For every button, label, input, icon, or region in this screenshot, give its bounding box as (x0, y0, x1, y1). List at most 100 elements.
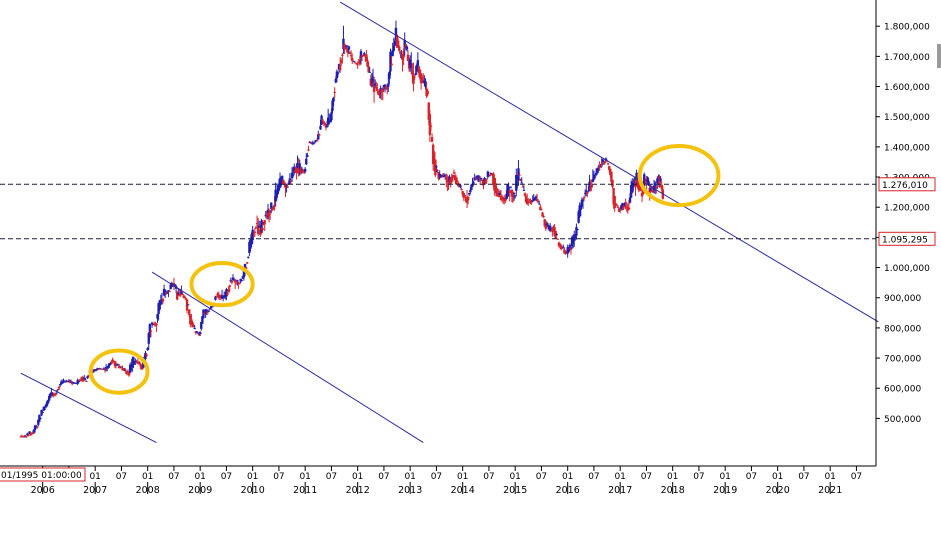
candle (405, 45, 409, 52)
candle-body (530, 201, 533, 203)
candle (474, 176, 477, 181)
candle-body (46, 400, 50, 404)
candle (488, 172, 492, 177)
candle-body (533, 199, 537, 201)
candle (146, 346, 149, 351)
candle (365, 50, 368, 61)
candle (336, 71, 340, 77)
candle-body (281, 175, 284, 183)
candle-body (244, 267, 248, 269)
candle-body (450, 177, 453, 182)
candle-body (399, 52, 402, 54)
candle-body (608, 166, 611, 170)
candle-body (515, 174, 518, 191)
candle-body (505, 194, 508, 199)
candle-body (190, 319, 193, 325)
candle-body (586, 191, 589, 194)
candle-body (651, 190, 655, 193)
candle-body (251, 229, 254, 241)
candle (148, 323, 152, 338)
candle-body (55, 390, 59, 392)
candle-body (209, 306, 213, 309)
candle-body (228, 285, 231, 287)
candle-body (496, 192, 499, 195)
candle (338, 56, 342, 73)
x-month-label: 01 (194, 472, 205, 482)
candle-body (236, 280, 239, 282)
x-month-label: 07 (221, 472, 232, 482)
x-year-label: 2015 (503, 485, 527, 496)
candle-body (639, 189, 643, 191)
candle (542, 215, 545, 219)
candle-body (388, 71, 391, 80)
candle (251, 226, 254, 244)
candle-body (449, 179, 452, 184)
candle-body (287, 182, 290, 185)
candle-body (36, 426, 39, 428)
candle-body (311, 142, 315, 144)
candle (270, 202, 273, 214)
candle-body (206, 311, 210, 313)
candle-body (163, 289, 167, 293)
candle-body (50, 392, 53, 396)
candle-body (188, 309, 191, 315)
candle-body (477, 176, 481, 178)
scrollbar[interactable] (937, 44, 941, 68)
candle (562, 244, 565, 249)
candle-body (616, 206, 620, 208)
candle-body (356, 64, 359, 66)
candle-body (423, 80, 426, 84)
candle (486, 170, 490, 179)
candle-body (621, 203, 624, 208)
candle (149, 329, 153, 338)
candle-body (103, 368, 107, 371)
candle-body (646, 179, 649, 182)
candle-body (600, 164, 603, 167)
candle-body (532, 197, 535, 201)
candle-body (655, 186, 658, 188)
candle-body (469, 189, 472, 193)
candle-body (285, 184, 288, 186)
candle (238, 282, 241, 285)
candle-body (149, 330, 153, 332)
candle-body (632, 184, 635, 188)
candle-body (333, 91, 336, 93)
candle-body (434, 159, 437, 176)
candle-body (463, 195, 467, 197)
candle (134, 358, 137, 365)
candle (354, 62, 357, 64)
candle-body (470, 184, 473, 190)
candle-body (598, 168, 601, 170)
candle-body (122, 369, 125, 371)
candle-body (318, 134, 321, 136)
x-axis: 01 07 01 07 01 07 01 07 01 07 01 07 01 07 01 07 01 07 01 07… (31, 466, 862, 496)
candle-body (405, 46, 409, 50)
candle-body (481, 179, 484, 181)
highlight-ellipses (88, 143, 721, 395)
x-year-label: 2006 (31, 485, 55, 496)
candle-body (227, 289, 230, 292)
candle-body (302, 170, 306, 173)
x-month-label: 01 (509, 472, 520, 482)
candle (156, 313, 159, 323)
candle-body (295, 167, 298, 174)
candle (403, 32, 406, 56)
x-month-label: 01 (772, 472, 783, 482)
candle (598, 161, 601, 171)
support-level-tag: 1.095,295 (878, 231, 936, 246)
candle (548, 223, 552, 233)
candle (168, 289, 171, 293)
candle-body (603, 161, 607, 163)
candle (368, 66, 371, 73)
candle-body (179, 294, 182, 296)
candle (120, 366, 123, 368)
x-month-label: 07 (483, 472, 494, 482)
candle (653, 181, 657, 195)
candle (424, 78, 427, 90)
candle (186, 304, 190, 306)
candle (614, 203, 617, 205)
candle-body (480, 177, 483, 179)
x-month-label: 07 (851, 472, 862, 482)
candle-body (433, 152, 436, 163)
x-year-label: 2017 (608, 485, 632, 496)
